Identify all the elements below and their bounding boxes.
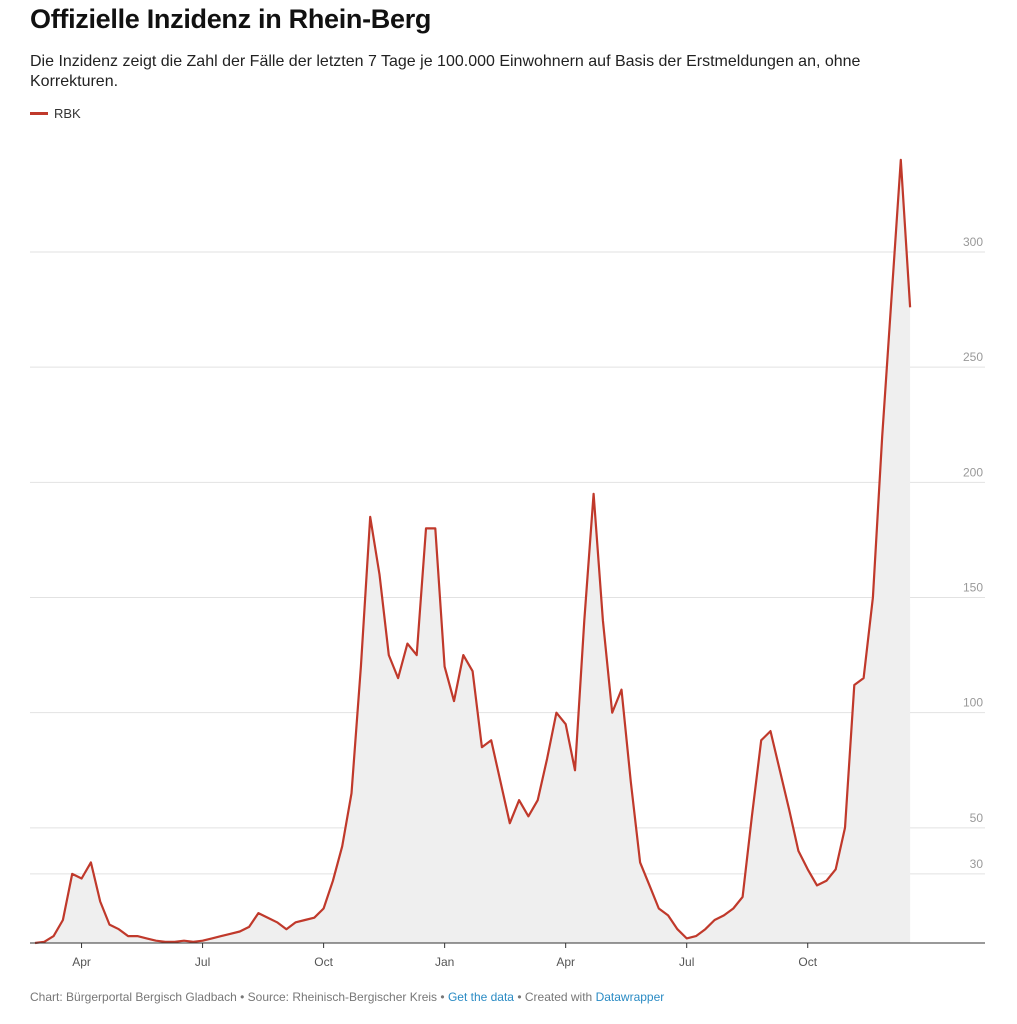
title: Offizielle Inzidenz in Rhein-Berg [30,4,432,34]
x-tick-label: Jul [679,955,694,969]
footer: Chart: Bürgerportal Bergisch Gladbach • … [30,990,664,1004]
x-tick-label: Jul [195,955,210,969]
y-tick-label: 150 [963,581,983,595]
get-data-link[interactable]: Get the data [447,990,514,1004]
datawrapper-link[interactable]: Datawrapper [595,990,665,1004]
y-tick-label: 300 [963,235,983,249]
y-tick-label: 200 [963,465,983,479]
x-tick-label: Jan [435,955,454,969]
x-tick-label: Apr [556,955,575,969]
y-tick-label: 250 [963,350,983,364]
footer-text: Chart: Bürgerportal Bergisch Gladbach • … [30,990,445,1004]
footer-text: • Created with [517,990,593,1004]
line [34,158,912,945]
legend: RBK [30,106,81,121]
x-tick-label: Apr [72,955,91,969]
area [35,159,911,943]
x-tick-label: Oct [798,955,817,969]
legend-label: RBK [54,106,81,121]
legend-swatch [30,112,48,115]
subtitle: Die Inzidenz zeigt die Zahl der Fälle de… [30,53,861,90]
y-tick-label: 50 [970,811,984,825]
y-tick-label: 100 [963,696,983,710]
y-tick-label: 30 [970,857,984,871]
chart: 30 50 100 150 200 250 300 Apr Jul Oct Jan Apr Jul Oct [30,158,985,969]
x-tick-label: Oct [314,955,333,969]
